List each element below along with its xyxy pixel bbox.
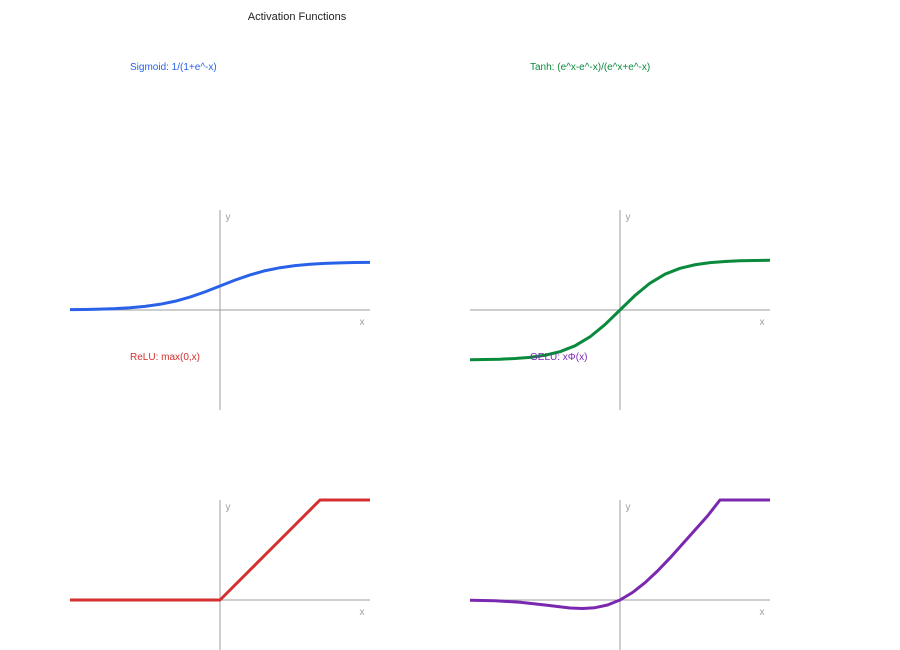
relu-panel: x y ReLU: max(0,x): [70, 352, 370, 650]
sigmoid-y-axis-label: y: [226, 212, 231, 223]
gelu-panel-title: GELU: xΦ(x): [530, 352, 587, 363]
relu-y-axis-label: y: [226, 502, 231, 513]
tanh-panel-title: Tanh: (e^x-e^-x)/(e^x+e^-x): [530, 62, 650, 73]
sigmoid-x-axis-label: x: [360, 317, 365, 328]
tanh-y-axis-label: y: [626, 212, 631, 223]
sigmoid-series-line: [69, 260, 371, 312]
gelu-series-line: [469, 498, 770, 610]
relu-panel-title: ReLU: max(0,x): [130, 352, 200, 363]
sigmoid-panel-title: Sigmoid: 1/(1+e^-x): [130, 62, 217, 73]
figure-title: Activation Functions: [248, 11, 347, 23]
tanh-series-line: [469, 258, 771, 362]
sigmoid-panel: x y Sigmoid: 1/(1+e^-x): [69, 62, 371, 410]
relu-x-axis-label: x: [360, 607, 365, 618]
chart-panels: x y Sigmoid: 1/(1+e^-x) x y Tanh: (e^x-e^-x)/…: [69, 62, 771, 650]
gelu-y-axis-label: y: [626, 502, 631, 513]
tanh-panel: x y Tanh: (e^x-e^-x)/(e^x+e^-x): [469, 62, 771, 410]
gelu-x-axis-label: x: [760, 607, 765, 618]
gelu-panel: x y GELU: xΦ(x): [469, 352, 770, 650]
relu-series-line: [70, 498, 370, 602]
tanh-x-axis-label: x: [760, 317, 765, 328]
